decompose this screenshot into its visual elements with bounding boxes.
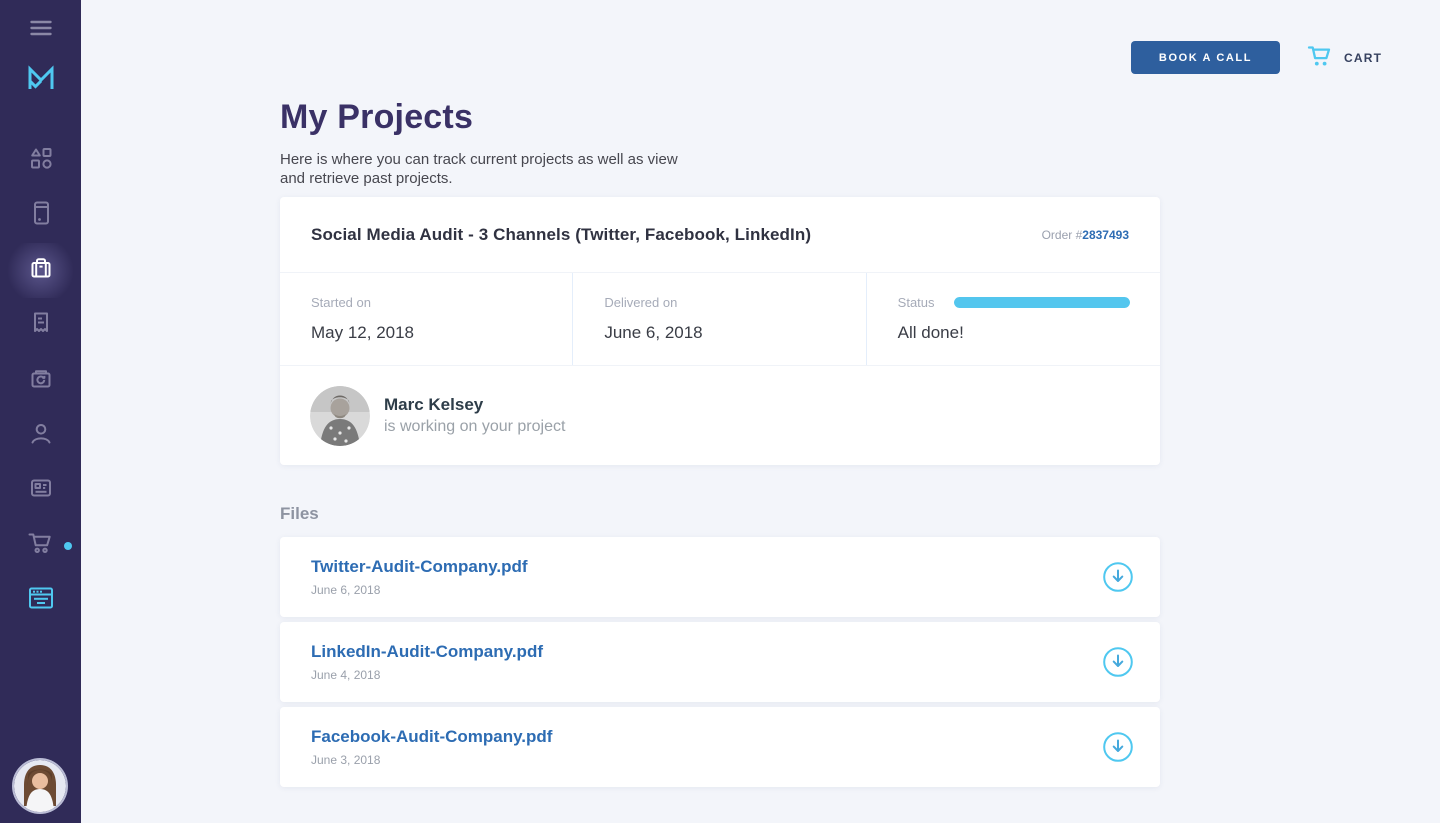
status-label: Status (897, 295, 935, 311)
page-title: My Projects (280, 98, 474, 136)
receipt-icon (28, 310, 54, 341)
file-row: Facebook-Audit-Company.pdf June 3, 2018 (280, 707, 1160, 788)
cart-icon (1307, 44, 1334, 73)
download-button[interactable] (1102, 731, 1134, 763)
delivered-on-value: June 6, 2018 (604, 323, 703, 343)
download-icon (1102, 732, 1134, 766)
project-meta-row: Started on May 12, 2018 Delivered on Jun… (280, 273, 1160, 366)
file-row: Twitter-Audit-Company.pdf June 6, 2018 (280, 537, 1160, 618)
project-card: Social Media Audit - 3 Channels (Twitter… (280, 197, 1160, 466)
status-progress-bar (953, 297, 1130, 309)
file-date: June 3, 2018 (311, 753, 381, 768)
id-card-icon (28, 475, 54, 506)
files-heading: Files (280, 504, 319, 524)
delivered-on-label: Delivered on (604, 295, 678, 311)
sidebar-nav (0, 133, 81, 628)
file-name-link[interactable]: LinkedIn-Audit-Company.pdf (311, 642, 543, 662)
file-date: June 4, 2018 (311, 668, 381, 683)
order-label: Order # (1041, 227, 1083, 242)
started-on-value: May 12, 2018 (311, 323, 415, 343)
browser-list-icon (27, 586, 55, 615)
file-info: Twitter-Audit-Company.pdf June 6, 2018 (311, 557, 528, 597)
status-progress-fill (953, 297, 1130, 309)
file-list: Twitter-Audit-Company.pdf June 6, 2018 L… (280, 537, 1160, 788)
sidebar-item-orders[interactable] (0, 573, 81, 628)
status-column: Status All done! (867, 273, 1160, 365)
sidebar-item-mobile[interactable] (0, 188, 81, 243)
started-on-label: Started on (311, 295, 371, 311)
file-date: June 6, 2018 (311, 583, 381, 598)
member-name: Marc Kelsey (384, 395, 484, 415)
project-card-header: Social Media Audit - 3 Channels (Twitter… (280, 197, 1160, 274)
sidebar-item-account[interactable] (0, 408, 81, 463)
logo-m-icon (27, 64, 55, 97)
hamburger-menu-icon (29, 20, 52, 41)
mobile-icon (28, 200, 54, 231)
file-name-link[interactable]: Twitter-Audit-Company.pdf (311, 557, 528, 577)
download-icon (1102, 562, 1134, 596)
person-icon (28, 420, 54, 451)
order-number-wrap: Order #2837493 (1042, 228, 1129, 242)
sidebar (0, 0, 81, 823)
order-number-link[interactable]: 2837493 (1082, 227, 1129, 242)
file-row: LinkedIn-Audit-Company.pdf June 4, 2018 (280, 622, 1160, 703)
cart-button[interactable]: CART (1307, 45, 1382, 71)
sidebar-item-projects[interactable] (0, 243, 81, 298)
cart-label: CART (1344, 51, 1383, 65)
sidebar-item-history[interactable] (0, 353, 81, 408)
download-button[interactable] (1102, 561, 1134, 593)
member-subtitle: is working on your project (384, 418, 566, 436)
book-a-call-button[interactable]: BOOK A CALL (1131, 41, 1280, 74)
file-name-link[interactable]: Facebook-Audit-Company.pdf (311, 727, 553, 747)
sidebar-item-cart[interactable] (0, 518, 81, 573)
status-value: All done! (897, 323, 964, 343)
member-text: Marc Kelsey is working on your project (384, 395, 565, 436)
download-button[interactable] (1102, 646, 1134, 678)
sidebar-item-invoices[interactable] (0, 298, 81, 353)
logo[interactable] (0, 64, 81, 97)
sidebar-item-services[interactable] (0, 133, 81, 188)
file-info: Facebook-Audit-Company.pdf June 3, 2018 (311, 727, 552, 767)
menu-toggle-button[interactable] (0, 20, 81, 41)
sidebar-item-billing[interactable] (0, 463, 81, 518)
briefcase-icon (27, 254, 55, 287)
archive-history-icon (28, 365, 54, 396)
page-subtitle: Here is where you can track current proj… (280, 151, 678, 187)
started-on-column: Started on May 12, 2018 (280, 273, 574, 366)
member-avatar (310, 385, 370, 446)
project-title: Social Media Audit - 3 Channels (Twitter… (311, 224, 812, 244)
cart-notification-dot (64, 541, 72, 550)
delivered-on-column: Delivered on June 6, 2018 (573, 273, 867, 366)
user-avatar[interactable] (14, 760, 66, 812)
main-content: My Projects Here is where you can track … (280, 0, 1160, 792)
download-icon (1102, 647, 1134, 681)
project-member-row: Marc Kelsey is working on your project (280, 365, 1160, 465)
file-info: LinkedIn-Audit-Company.pdf June 4, 2018 (311, 642, 543, 682)
cart-icon (27, 531, 55, 560)
shapes-icon (28, 145, 54, 176)
